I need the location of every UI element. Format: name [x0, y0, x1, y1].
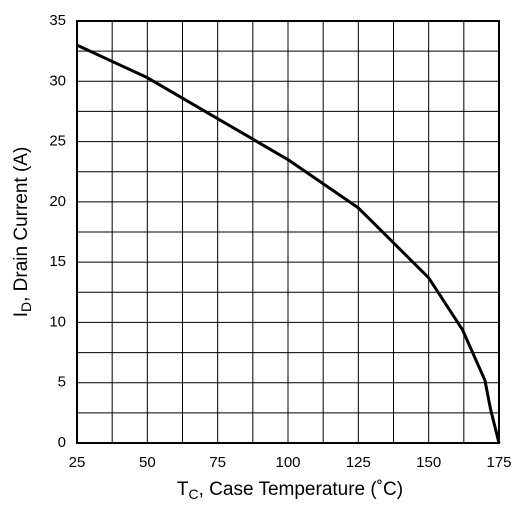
- x-tick-label: 25: [69, 454, 86, 471]
- data-line: [76, 43, 501, 444]
- y-tick-label: 25: [49, 133, 66, 150]
- plot-frame: [76, 20, 500, 444]
- y-tick-label: 15: [49, 253, 66, 270]
- y-title-main: I: [11, 312, 32, 317]
- y-title-rest: , Drain Current (A): [11, 147, 32, 302]
- x-title-sub: C: [188, 486, 198, 502]
- x-tick-label: 150: [416, 454, 441, 471]
- x-tick-label: 175: [486, 454, 511, 471]
- y-tick-label: 20: [49, 193, 66, 210]
- x-tick-label: 100: [275, 454, 300, 471]
- y-tick-label: 35: [49, 12, 66, 29]
- y-tick-label: 10: [49, 313, 66, 330]
- y-tick-label: 0: [58, 434, 66, 451]
- x-title-main: T: [177, 479, 189, 500]
- x-title-rest: , Case Temperature (˚C): [199, 479, 404, 500]
- x-tick-label: 75: [209, 454, 226, 471]
- y-tick-label: 30: [49, 72, 66, 89]
- y-tick-label: 5: [58, 374, 66, 391]
- y-axis-title: ID, Drain Current (A): [11, 147, 34, 318]
- x-tick-label: 50: [139, 454, 156, 471]
- y-title-sub: D: [18, 302, 34, 312]
- x-tick-label: 125: [346, 454, 371, 471]
- x-axis-title: TC, Case Temperature (˚C): [177, 479, 403, 502]
